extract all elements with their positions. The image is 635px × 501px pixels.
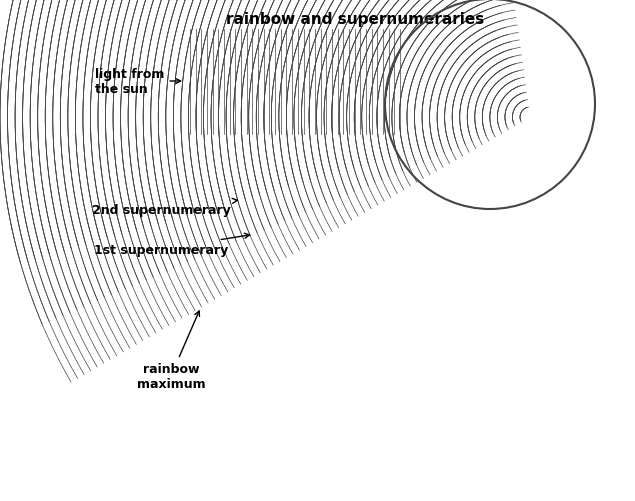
Text: light from
the sun: light from the sun <box>95 68 181 96</box>
Text: rainbow
maximum: rainbow maximum <box>137 311 205 390</box>
Text: rainbow and supernumeraries: rainbow and supernumeraries <box>227 12 485 27</box>
Text: 2nd supernumerary: 2nd supernumerary <box>91 199 237 217</box>
Text: 1st supernumerary: 1st supernumerary <box>94 234 250 256</box>
